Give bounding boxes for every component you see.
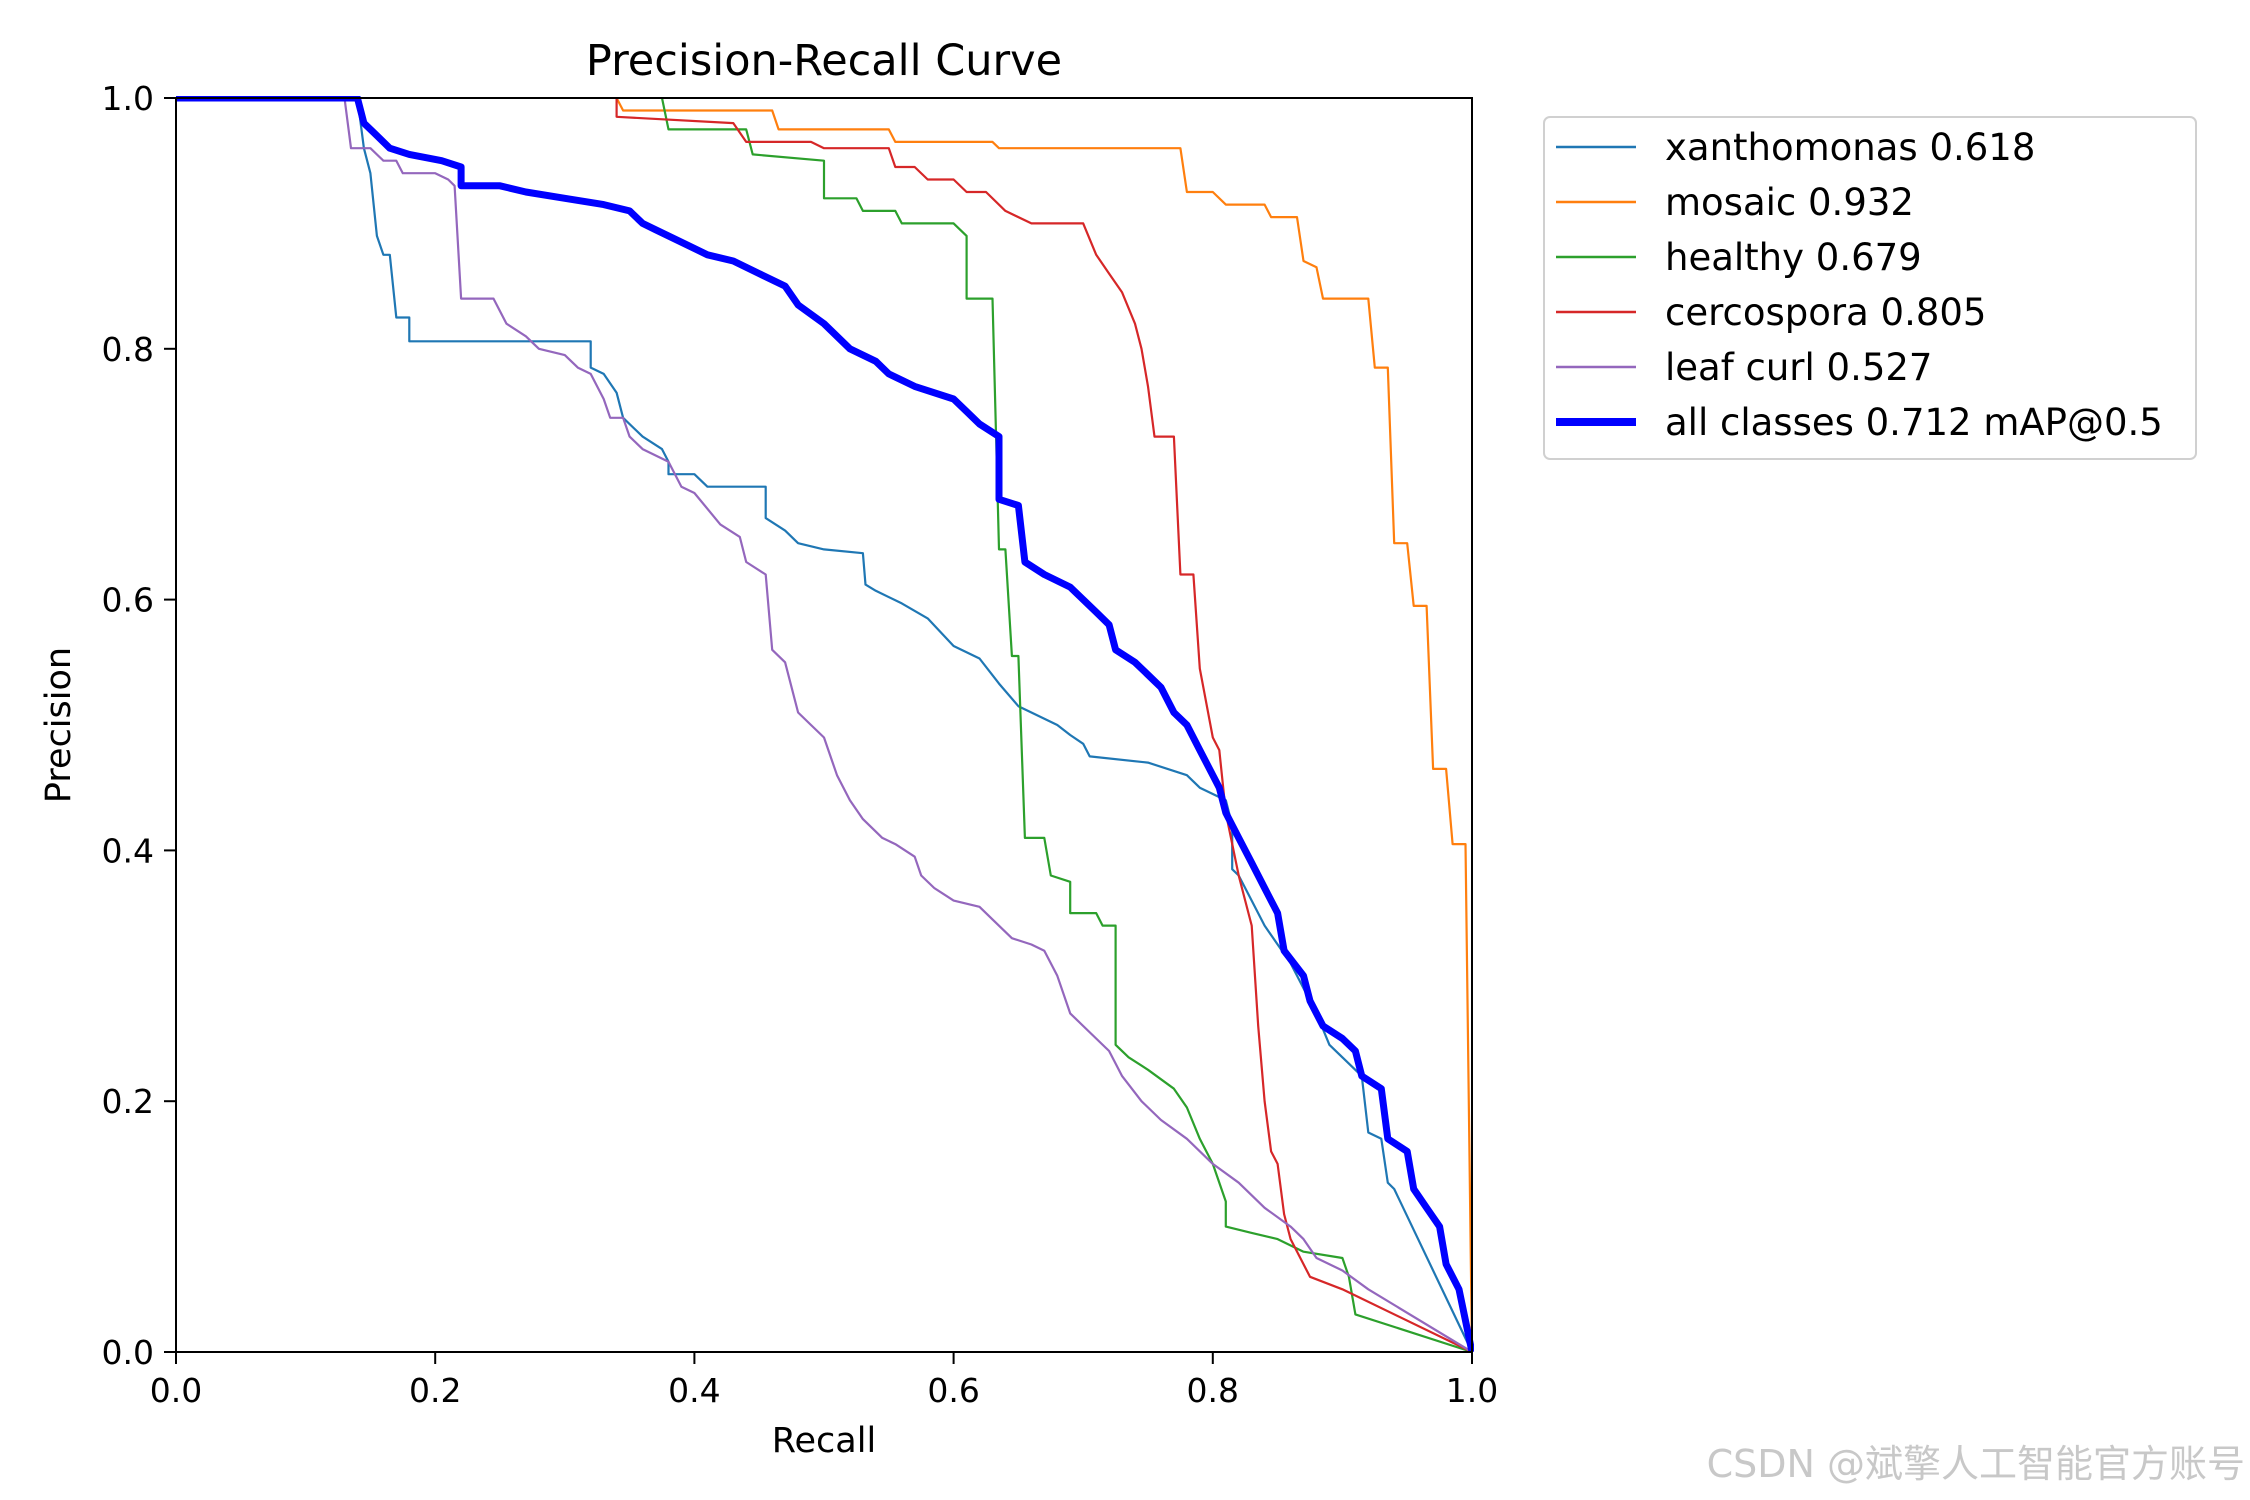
- series-line-all-classes: [176, 96, 1474, 1353]
- legend-label-xanthomonas: xanthomonas 0.618: [1665, 126, 2035, 169]
- y-tick-label: 0.0: [102, 1333, 154, 1372]
- series-lines: [176, 96, 1474, 1354]
- y-tick-label: 0.2: [102, 1082, 154, 1121]
- x-tick-label: 1.0: [1446, 1371, 1498, 1410]
- legend-label-leaf-curl: leaf curl 0.527: [1665, 346, 1932, 389]
- y-tick-label: 0.6: [102, 581, 154, 620]
- x-tick-label: 0.2: [409, 1371, 461, 1410]
- x-tick-label: 0.6: [927, 1371, 979, 1410]
- plot-area: [176, 96, 1474, 1354]
- y-tick-label: 1.0: [102, 79, 154, 118]
- y-axis-label: Precision: [39, 647, 79, 803]
- legend-label-mosaic: mosaic 0.932: [1665, 181, 1914, 224]
- y-tick-label: 0.4: [102, 831, 154, 870]
- y-axis-ticks: 0.0 0.2 0.4 0.6 0.8 1.0: [102, 79, 176, 1372]
- legend-label-healthy: healthy 0.679: [1665, 236, 1922, 279]
- x-tick-label: 0.0: [150, 1371, 202, 1410]
- y-tick-label: 0.8: [102, 330, 154, 369]
- series-line-healthy: [660, 97, 1473, 1354]
- watermark-text: CSDN @斌擎人工智能官方账号: [1707, 1442, 2245, 1486]
- x-axis-label: Recall: [772, 1421, 876, 1461]
- plot-frame: [175, 97, 1473, 1353]
- legend-frame: [1543, 116, 2197, 460]
- x-axis-ticks: 0.0 0.2 0.4 0.6 0.8 1.0: [150, 1352, 1498, 1410]
- series-line-cercospora: [615, 98, 1473, 1353]
- x-tick-label: 0.8: [1187, 1371, 1239, 1410]
- legend-label-all-classes: all classes 0.712 mAP@0.5: [1665, 401, 2163, 444]
- legend-label-cercospora: cercospora 0.805: [1665, 291, 1986, 334]
- series-line-leaf-curl: [176, 96, 1473, 1353]
- chart-title: Precision-Recall Curve: [586, 36, 1062, 86]
- legend: xanthomonas 0.618 mosaic 0.932 healthy 0.6…: [1543, 116, 2197, 460]
- series-line-mosaic: [615, 97, 1474, 1353]
- x-tick-label: 0.4: [668, 1371, 720, 1410]
